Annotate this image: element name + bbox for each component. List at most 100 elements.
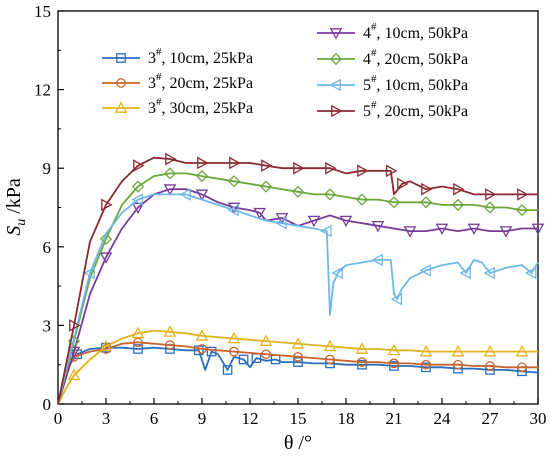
data-point	[227, 331, 241, 344]
legend-item: 3#, 10cm, 25kPa	[102, 46, 253, 67]
data-point	[467, 223, 481, 236]
data-point	[291, 337, 305, 349]
data-point	[499, 226, 513, 238]
x-tick-label: 27	[482, 409, 500, 428]
data-point	[293, 351, 303, 362]
data-point	[229, 156, 241, 170]
data-point	[320, 224, 332, 238]
data-point	[517, 362, 527, 373]
legend-label-rest: , 20cm, 25kPa	[162, 75, 254, 92]
data-point	[483, 345, 497, 357]
data-point	[451, 198, 465, 211]
x-tick-label: 0	[54, 409, 63, 428]
data-point	[451, 345, 465, 357]
legend-item: 3#, 20cm, 25kPa	[102, 71, 253, 92]
series-line	[57, 193, 539, 405]
legend-marker	[116, 78, 126, 88]
data-point	[133, 159, 145, 172]
data-point	[163, 167, 177, 180]
legend-label-sup: #	[156, 96, 162, 108]
data-point	[238, 354, 249, 365]
data-point	[419, 345, 433, 357]
data-point	[206, 346, 217, 357]
data-point	[259, 334, 273, 346]
data-point	[387, 196, 401, 209]
legend-marker	[329, 28, 343, 40]
legend-label: 3#, 20cm, 25kPa	[148, 71, 253, 92]
legend-label-main: 3	[148, 100, 156, 117]
legend-label-main: 4	[363, 25, 371, 42]
data-point	[197, 344, 207, 354]
data-point	[179, 188, 191, 201]
data-point	[323, 339, 337, 352]
data-point	[227, 175, 241, 188]
legend-item: 3#, 30cm, 25kPa	[102, 96, 253, 117]
data-point	[293, 161, 305, 175]
data-point	[163, 184, 177, 196]
data-point	[517, 188, 529, 201]
legend-label-main: 3	[148, 75, 156, 92]
data-point	[403, 226, 417, 238]
x-tick-label: 3	[102, 409, 111, 428]
data-point	[131, 326, 145, 339]
legend-item: 4#, 20cm, 50kPa	[317, 47, 468, 68]
x-tick-label: 12	[242, 409, 259, 428]
legend-label-rest: , 20cm, 50kPa	[377, 103, 469, 120]
x-tick-label: 18	[338, 409, 355, 428]
legend-label: 4#, 10cm, 50kPa	[363, 21, 468, 42]
y-tick-label: 6	[43, 238, 52, 257]
y-tick-label: 15	[34, 2, 51, 21]
legend-label-sup: #	[371, 21, 377, 33]
series-layer	[57, 152, 545, 405]
legend-marker	[116, 53, 126, 63]
data-point	[325, 161, 337, 175]
legend-label-rest: , 10cm, 50kPa	[377, 77, 469, 94]
x-tick-label: 9	[198, 409, 207, 428]
legend-marker	[329, 78, 341, 92]
data-point	[227, 203, 239, 217]
data-point	[99, 339, 113, 352]
x-tick-label: 24	[434, 409, 452, 428]
data-point	[165, 340, 175, 350]
data-point	[222, 365, 233, 375]
series-3	[57, 325, 538, 405]
data-point	[131, 180, 145, 193]
legend-label-sup: #	[371, 73, 377, 85]
data-point	[195, 189, 209, 201]
data-point	[531, 223, 545, 236]
data-point	[133, 344, 143, 354]
data-point	[131, 202, 145, 215]
legend-label-rest: , 30cm, 25kPa	[162, 100, 254, 117]
data-point	[485, 188, 497, 201]
data-point	[355, 342, 369, 354]
legend-label-sup: #	[156, 46, 162, 58]
y-axis-title-subscript: u	[14, 219, 29, 226]
data-point	[453, 359, 463, 370]
legend-label-sup: #	[371, 47, 377, 59]
data-point	[525, 266, 537, 280]
legend-label: 4#, 20cm, 50kPa	[363, 47, 468, 68]
data-point	[133, 337, 143, 348]
data-point	[357, 164, 369, 178]
data-point	[355, 193, 369, 206]
data-point	[419, 196, 433, 209]
data-point	[515, 204, 529, 217]
series-6	[57, 188, 539, 405]
data-point	[389, 358, 399, 369]
data-point	[275, 216, 287, 230]
legend-label-main: 5	[363, 77, 371, 94]
data-point	[99, 252, 113, 264]
legend-marker	[329, 52, 343, 66]
data-point	[99, 232, 113, 246]
legend-item: 5#, 20cm, 50kPa	[317, 99, 468, 120]
legend-label-main: 5	[363, 103, 371, 120]
data-point	[69, 319, 81, 332]
data-point	[253, 207, 266, 220]
x-tick-label: 15	[290, 409, 307, 428]
series-line	[57, 329, 538, 405]
legend-label-main: 4	[363, 51, 371, 68]
y-axis: 0 3 6 9 12 15	[34, 2, 64, 414]
legend-label-sup: #	[371, 99, 377, 111]
